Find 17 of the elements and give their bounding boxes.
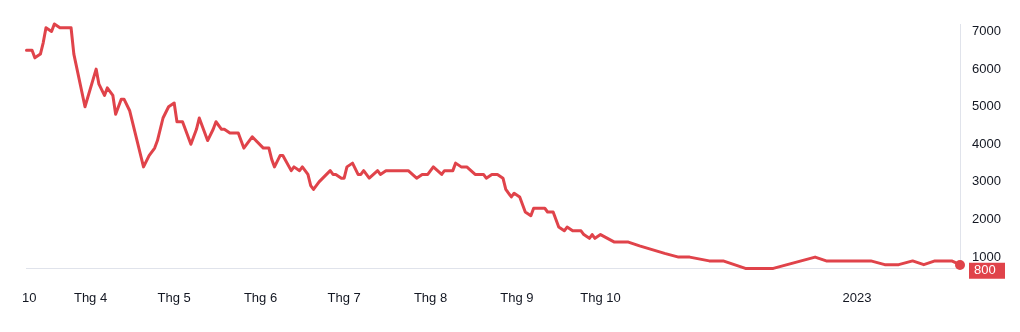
y-tick-label: 7000 xyxy=(972,23,1001,39)
x-tick-label: Thg 6 xyxy=(243,289,278,305)
x-tick-label: 2023 xyxy=(842,289,872,305)
x-tick-label: 10 xyxy=(22,289,37,305)
y-tick-label: 3000 xyxy=(972,173,1001,189)
x-tick-label: Thg 7 xyxy=(327,289,361,305)
x-tick-label: Thg 9 xyxy=(500,289,534,305)
y-tick-label: 5000 xyxy=(972,98,1001,114)
y-tick-label: 4000 xyxy=(972,135,1001,151)
x-tick-label: Thg 4 xyxy=(73,289,108,305)
x-tick-label: Thg 10 xyxy=(580,289,621,305)
y-tick-label: 1000 xyxy=(972,248,1001,264)
y-tick-label: 2000 xyxy=(972,211,1001,227)
x-tick-label: Thg 5 xyxy=(157,289,191,305)
y-tick-label: 6000 xyxy=(972,60,1001,76)
annotation: 800 xyxy=(974,262,996,278)
x-tick-label: Thg 8 xyxy=(413,289,448,305)
